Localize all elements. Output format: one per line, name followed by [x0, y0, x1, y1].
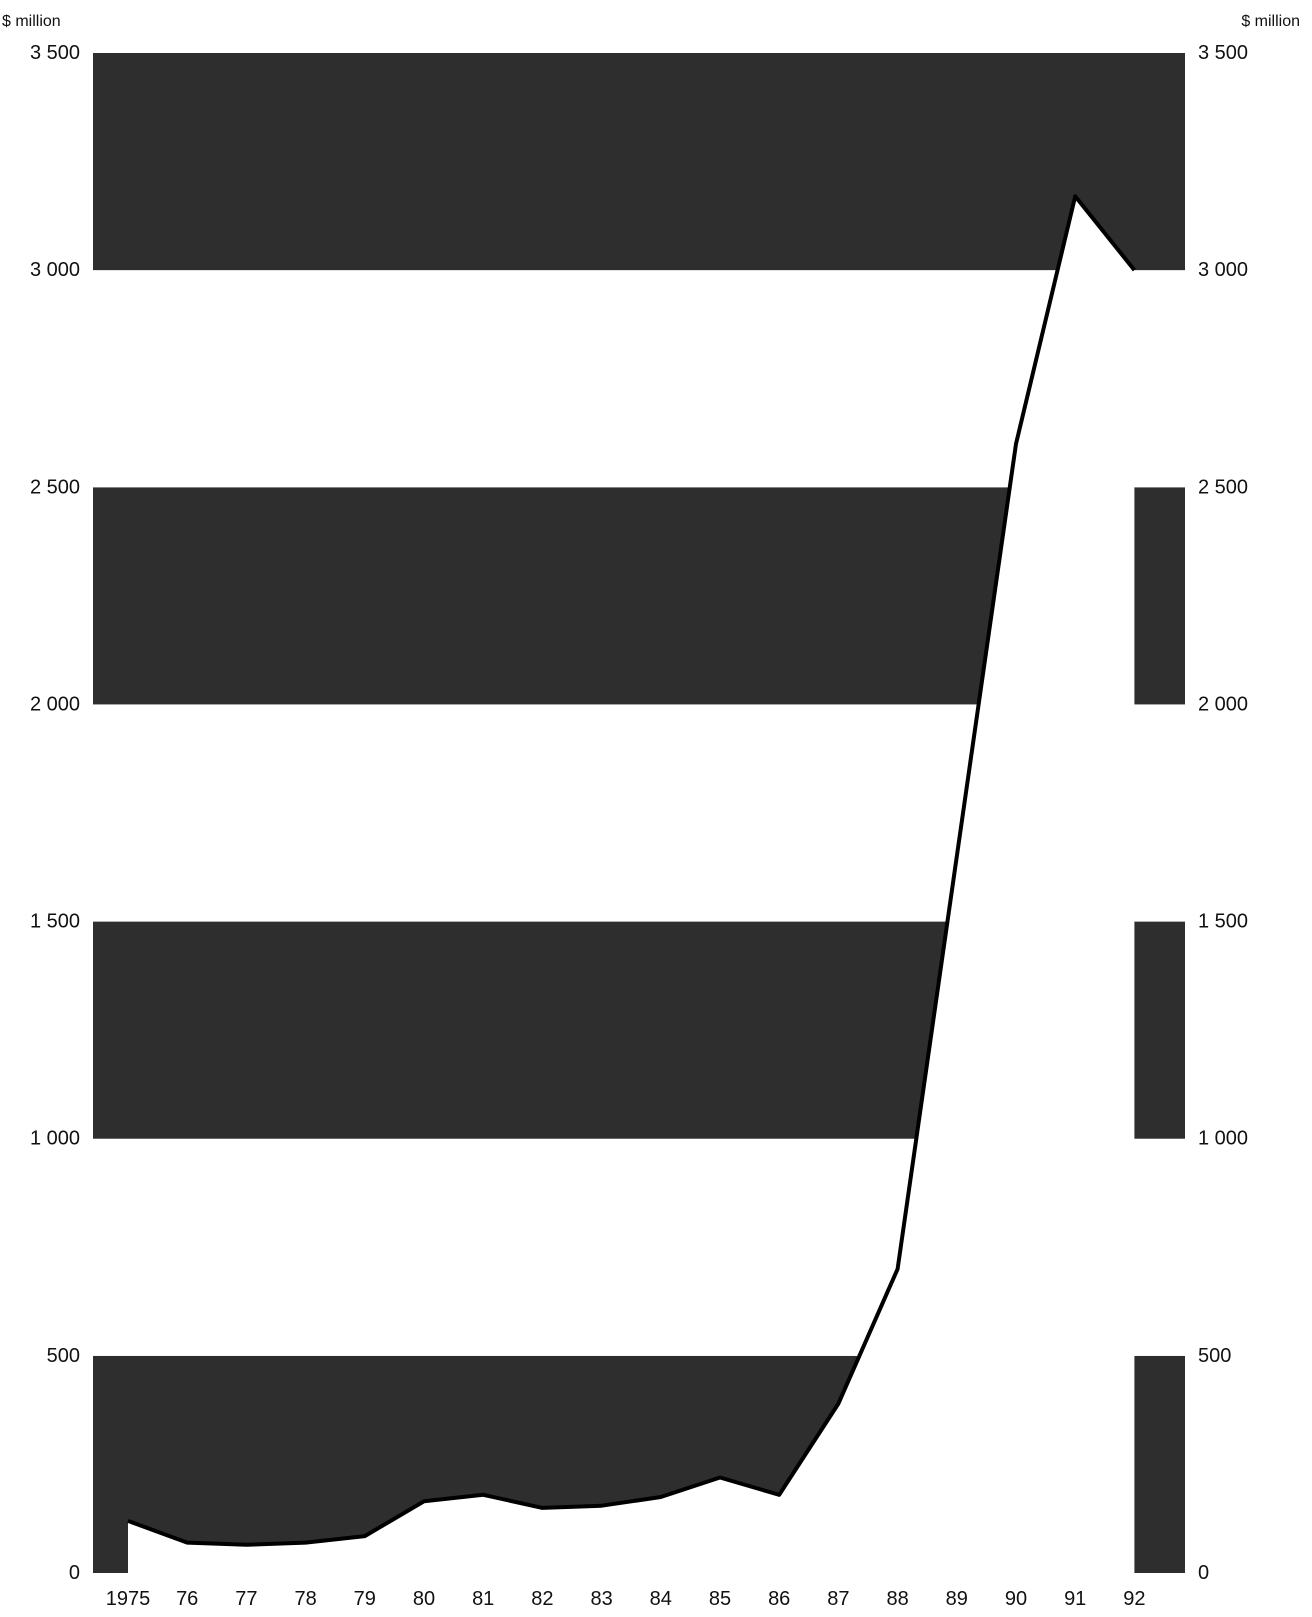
- x-tick-label: 86: [768, 1588, 790, 1610]
- x-tick-label: 83: [590, 1588, 612, 1610]
- x-tick-label: 81: [472, 1588, 494, 1610]
- y-tick-label-right: 0: [1198, 1562, 1209, 1584]
- right-axis-unit: $ million: [1241, 13, 1300, 30]
- x-tick-label: 79: [354, 1588, 376, 1610]
- band: [93, 270, 1185, 488]
- y-tick-label-left: 3 500: [30, 42, 80, 64]
- y-tick-label-right: 3 000: [1198, 259, 1248, 281]
- x-tick-label: 90: [1005, 1588, 1027, 1610]
- x-tick-label: 76: [176, 1588, 198, 1610]
- series-line: [127, 194, 1136, 1547]
- y-tick-label-right: 1 000: [1198, 1128, 1248, 1150]
- x-tick-label: 80: [413, 1588, 435, 1610]
- y-tick-label-left: 3 000: [30, 259, 80, 281]
- x-tick-label: 91: [1064, 1588, 1086, 1610]
- x-tick-label: 77: [235, 1588, 257, 1610]
- right-axis-ticks: 0 500 1 000 1 500 2 000 2 500 3 000 3 500: [1198, 42, 1248, 1584]
- x-tick-label: 92: [1123, 1588, 1145, 1610]
- y-tick-label-right: 3 500: [1198, 42, 1248, 64]
- band: [93, 53, 1185, 271]
- left-axis-ticks: 0 500 1 000 1 500 2 000 2 500 3 000 3 500: [30, 42, 80, 1584]
- x-tick-label: 88: [886, 1588, 908, 1610]
- x-tick-label: 82: [531, 1588, 553, 1610]
- y-tick-label-right: 2 000: [1198, 693, 1248, 715]
- area-fill: [128, 196, 1135, 1573]
- x-tick-label: 85: [709, 1588, 731, 1610]
- x-tick-label: 78: [294, 1588, 316, 1610]
- x-tick-label: 89: [946, 1588, 968, 1610]
- y-tick-label-right: 2 500: [1198, 476, 1248, 498]
- x-tick-label: 1975: [106, 1588, 151, 1610]
- y-tick-label-left: 1 500: [30, 911, 80, 933]
- y-tick-label-right: 1 500: [1198, 911, 1248, 933]
- y-tick-label-left: 0: [69, 1562, 80, 1584]
- y-tick-label-left: 1 000: [30, 1128, 80, 1150]
- series-area: [127, 194, 1136, 1573]
- y-tick-label-left: 2 000: [30, 693, 80, 715]
- left-axis-unit: $ million: [2, 13, 61, 30]
- x-tick-label: 84: [650, 1588, 672, 1610]
- x-axis-ticks: 1975 76 77 78 79 80 81 82 83 84 85 86 87 88 89 90 91 92: [106, 1588, 1146, 1610]
- x-tick-label: 87: [827, 1588, 849, 1610]
- y-tick-label-left: 2 500: [30, 476, 80, 498]
- y-tick-label-right: 500: [1198, 1345, 1231, 1367]
- y-tick-label-left: 500: [47, 1345, 80, 1367]
